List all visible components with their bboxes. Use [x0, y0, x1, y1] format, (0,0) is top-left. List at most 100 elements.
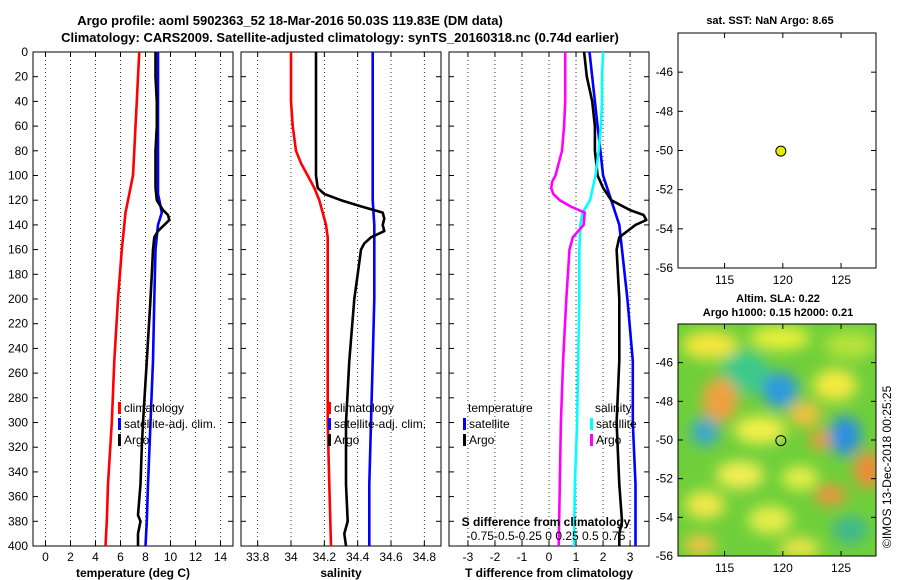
- argo-position-marker: [775, 435, 787, 447]
- legend-label-satellite: satellite-adj. clim.: [334, 417, 426, 431]
- y-tick-label: 0: [21, 45, 28, 59]
- x-tick-label: -3: [463, 550, 474, 564]
- difference-panel: -3 -2 -1 0 1 2 3 T difference from climatology: [448, 51, 650, 580]
- salinity-legend: climatology satellite-adj. clim. Argo: [328, 401, 426, 447]
- y-tick-label: 140: [8, 218, 28, 232]
- y-tick-label: 280: [8, 391, 28, 405]
- y-tick-label: -54: [656, 222, 674, 236]
- series-line-t-argo: [582, 51, 648, 546]
- legend-label-satellite: satellite-adj. clim.: [124, 417, 216, 431]
- x-axis-label: salinity: [320, 566, 362, 580]
- y-tick-label: 40: [15, 94, 29, 108]
- series-line-argo: [136, 52, 171, 546]
- series-line-satellite-adj-clim-: [367, 52, 376, 546]
- sla-map-title-1: Altim. SLA: 0.22: [736, 293, 820, 305]
- series-line-climatology: [104, 51, 141, 547]
- x-tick-label: -1: [517, 550, 528, 564]
- x-tick-label: 2: [67, 550, 74, 564]
- x-tick-label: -2: [490, 550, 501, 564]
- series-line-s-argo: [549, 52, 587, 547]
- y-tick-label: -46: [656, 356, 674, 370]
- legend-swatch-t-argo: [463, 434, 466, 446]
- y-tick-label: 100: [8, 169, 28, 183]
- x-tick-label: 115: [715, 273, 734, 287]
- y-tick-label: -56: [656, 261, 674, 275]
- x-tick-label: 34.8: [413, 550, 437, 564]
- plot-frame: [32, 51, 234, 547]
- y-tick-label: 80: [15, 144, 29, 158]
- sla-map: 115 120 125 -46 -48 -50 -52 -54 -56: [656, 323, 877, 575]
- sst-map: 115 120 125 -46 -48 -50 -52 -54 -56: [656, 32, 877, 287]
- x-axis-label: temperature (deg C): [76, 566, 190, 580]
- y-tick-label: 60: [15, 119, 29, 133]
- s-difference-ticks: -0.75-0.5-0.25 0 0.25 0.5 0.75: [467, 529, 626, 543]
- legend-label-climatology: climatology: [334, 401, 394, 415]
- x-tick-label: 34.2: [313, 550, 337, 564]
- y-tick-label: 120: [8, 193, 28, 207]
- x-axis-label: T difference from climatology: [465, 566, 633, 580]
- legend-label-argo: Argo: [124, 433, 150, 447]
- y-tick-label: 160: [8, 243, 28, 257]
- s-difference-label: S difference from climatology: [462, 515, 631, 529]
- legend-swatch-argo: [118, 434, 121, 446]
- series-line-t-satellite: [588, 51, 637, 546]
- plot-frame: [240, 51, 442, 547]
- x-tick-label: 8: [142, 550, 149, 564]
- y-tick-label: 180: [8, 267, 28, 281]
- y-tick-label: 20: [15, 70, 29, 84]
- legend-label-temperature: temperature: [468, 401, 533, 415]
- y-tick-label: 300: [8, 416, 28, 430]
- legend-label-s-satellite: satellite: [596, 417, 637, 431]
- legend-label-salinity: salinity: [595, 401, 632, 415]
- legend-swatch-climatology: [328, 402, 331, 414]
- series-line-argo: [314, 52, 386, 547]
- y-tick-label: 320: [8, 440, 28, 454]
- x-tick-label: 1: [573, 550, 580, 564]
- x-tick-label: 33.8: [246, 550, 270, 564]
- y-tick-label: -52: [656, 472, 674, 486]
- x-tick-label: 0: [546, 550, 553, 564]
- y-tick-label: -54: [656, 510, 674, 524]
- sla-map-title-2: Argo h1000: 0.15 h2000: 0.21: [703, 307, 853, 319]
- legend-swatch-satellite: [118, 418, 121, 430]
- legend-swatch-s-satellite: [590, 418, 593, 430]
- legend-label-argo: Argo: [334, 433, 360, 447]
- x-tick-label: 34: [284, 550, 298, 564]
- y-tick-label: 240: [8, 341, 28, 355]
- y-tick-label: 360: [8, 490, 28, 504]
- y-tick-label: -50: [656, 433, 674, 447]
- salinity-panel: 33.8 34 34.2 34.4 34.6 34.8 salinity: [240, 51, 442, 580]
- argo-position-marker: [775, 145, 787, 157]
- y-tick-label: -48: [656, 394, 674, 408]
- legend-swatch-s-argo: [590, 434, 593, 446]
- y-tick-label: 380: [8, 514, 28, 528]
- temperature-legend: climatology satellite-adj. clim. Argo: [118, 401, 216, 447]
- x-tick-label: 125: [831, 273, 851, 287]
- y-tick-label: -46: [656, 65, 674, 79]
- x-tick-label: 115: [715, 561, 734, 575]
- legend-swatch-satellite: [328, 418, 331, 430]
- y-tick-label: 220: [8, 317, 28, 331]
- y-tick-label: -52: [656, 183, 674, 197]
- sst-map-title: sat. SST: NaN Argo: 8.65: [706, 15, 833, 27]
- y-tick-label: -56: [656, 549, 674, 563]
- plot-frame: [448, 51, 650, 547]
- legend-label-t-satellite: satellite: [469, 417, 510, 431]
- y-tick-label: 200: [8, 292, 28, 306]
- legend-swatch-argo: [328, 434, 331, 446]
- x-tick-label: 125: [831, 561, 851, 575]
- legend-swatch-t-satellite: [463, 418, 466, 430]
- x-tick-label: 3: [627, 550, 634, 564]
- x-tick-label: 0: [42, 550, 49, 564]
- x-tick-label: 6: [117, 550, 124, 564]
- x-tick-label: 2: [600, 550, 607, 564]
- temperature-panel: 0 2 4 6 8 10 12 1402040608010012014016018020022…: [8, 45, 234, 580]
- legend-label-s-argo: Argo: [596, 433, 622, 447]
- title-line-1: Argo profile: aoml 5902363_52 18-Mar-201…: [77, 13, 503, 28]
- sla-heatmap-field: [678, 324, 876, 556]
- y-tick-label: 260: [8, 366, 28, 380]
- y-tick-label: 400: [8, 539, 28, 553]
- x-tick-label: 34.4: [346, 550, 370, 564]
- legend-label-climatology: climatology: [124, 401, 184, 415]
- title-line-2: Climatology: CARS2009. Satellite-adjuste…: [61, 30, 619, 45]
